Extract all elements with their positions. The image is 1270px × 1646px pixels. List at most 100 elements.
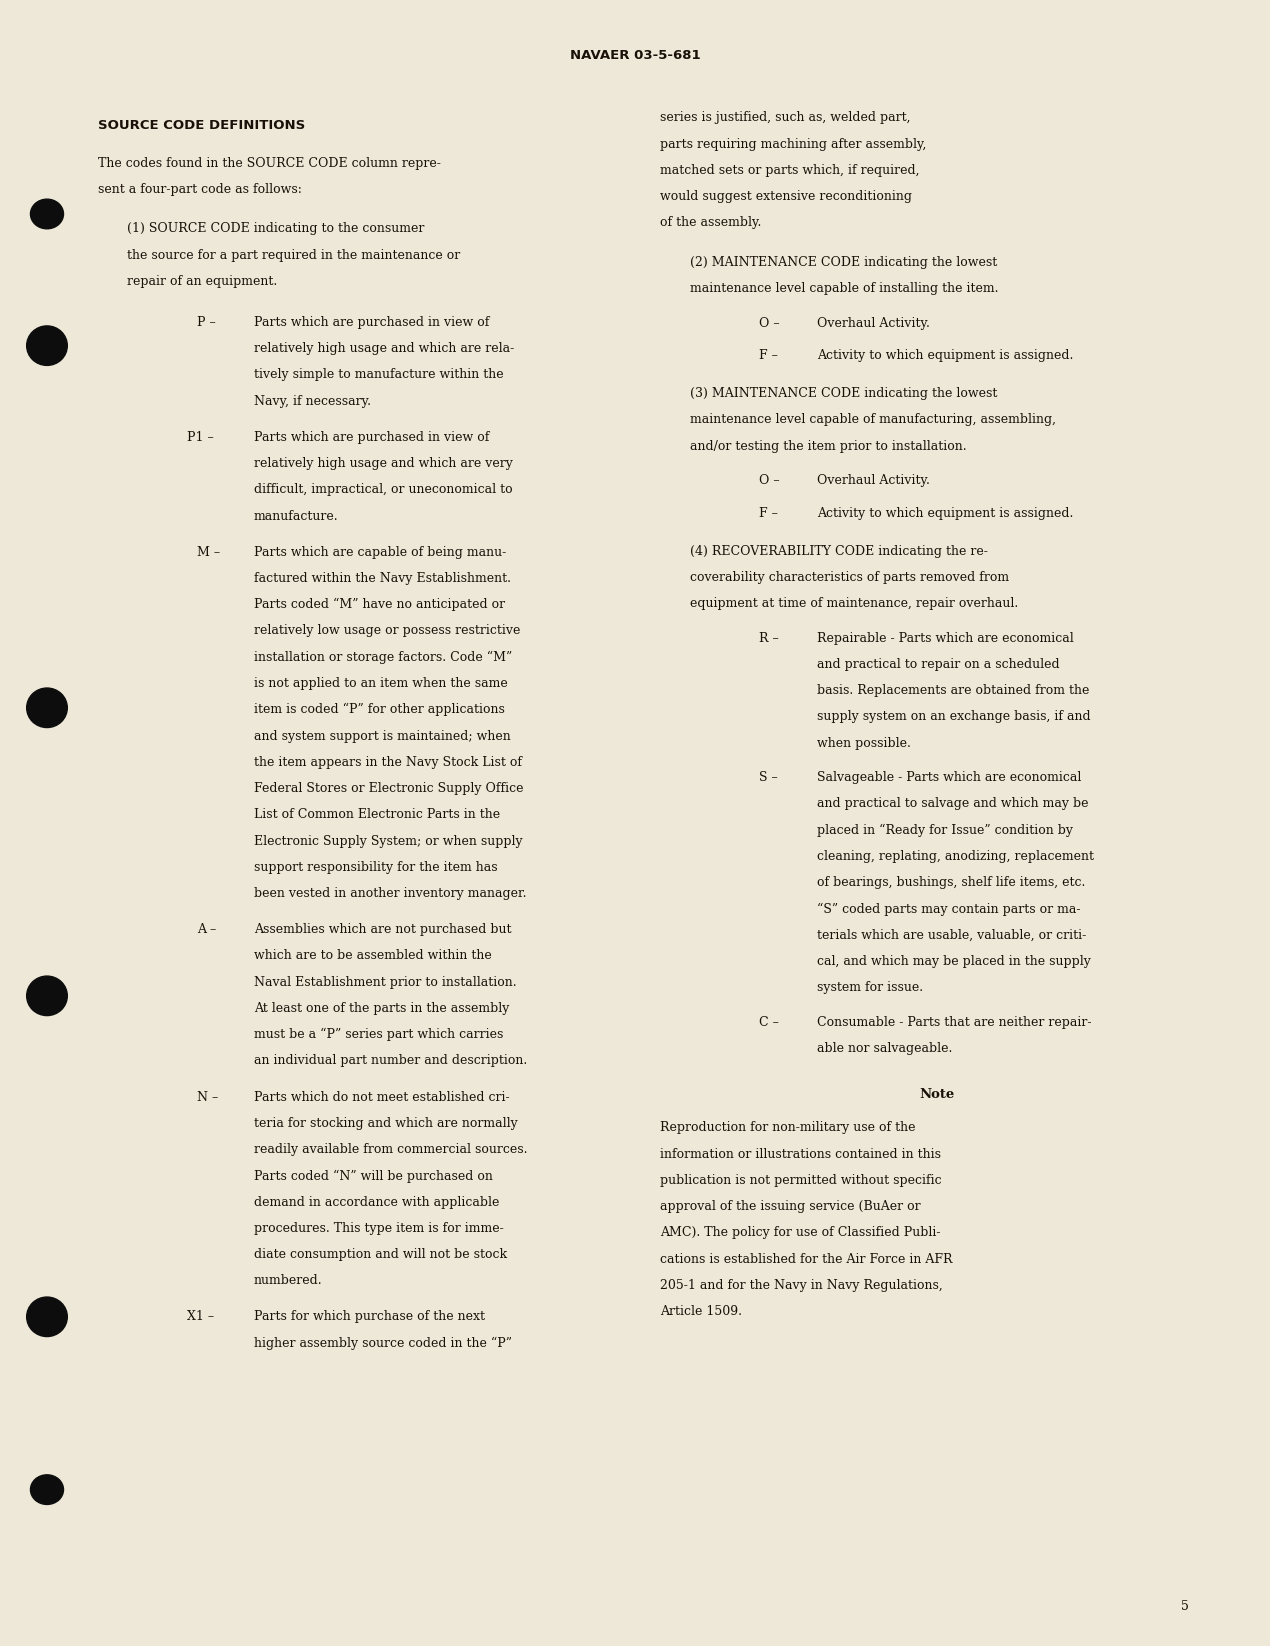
- Text: manufacture.: manufacture.: [254, 510, 339, 522]
- Text: (3) MAINTENANCE CODE indicating the lowest: (3) MAINTENANCE CODE indicating the lowe…: [690, 387, 997, 400]
- Text: maintenance level capable of manufacturing, assembling,: maintenance level capable of manufacturi…: [690, 413, 1055, 426]
- Text: Parts coded “M” have no anticipated or: Parts coded “M” have no anticipated or: [254, 597, 505, 611]
- Text: Parts for which purchase of the next: Parts for which purchase of the next: [254, 1310, 485, 1323]
- Text: the item appears in the Navy Stock List of: the item appears in the Navy Stock List …: [254, 756, 522, 769]
- Text: List of Common Electronic Parts in the: List of Common Electronic Parts in the: [254, 808, 500, 821]
- Text: when possible.: when possible.: [817, 737, 911, 749]
- Text: and/or testing the item prior to installation.: and/or testing the item prior to install…: [690, 439, 966, 453]
- Text: series is justified, such as, welded part,: series is justified, such as, welded par…: [660, 112, 911, 125]
- Text: Assemblies which are not purchased but: Assemblies which are not purchased but: [254, 923, 512, 937]
- Text: information or illustrations contained in this: information or illustrations contained i…: [660, 1147, 941, 1160]
- Text: P –: P –: [197, 316, 216, 329]
- Text: 5: 5: [1181, 1600, 1189, 1613]
- Text: (4) RECOVERABILITY CODE indicating the re-: (4) RECOVERABILITY CODE indicating the r…: [690, 545, 988, 558]
- Text: of the assembly.: of the assembly.: [660, 216, 762, 229]
- Text: parts requiring machining after assembly,: parts requiring machining after assembly…: [660, 138, 927, 150]
- Text: “S” coded parts may contain parts or ma-: “S” coded parts may contain parts or ma-: [817, 902, 1080, 915]
- Text: readily available from commercial sources.: readily available from commercial source…: [254, 1142, 527, 1155]
- Text: Overhaul Activity.: Overhaul Activity.: [817, 474, 930, 487]
- Text: item is coded “P” for other applications: item is coded “P” for other applications: [254, 703, 505, 716]
- Text: O –: O –: [759, 474, 780, 487]
- Text: Parts which do not meet established cri-: Parts which do not meet established cri-: [254, 1091, 509, 1103]
- Text: matched sets or parts which, if required,: matched sets or parts which, if required…: [660, 165, 919, 176]
- Text: would suggest extensive reconditioning: would suggest extensive reconditioning: [660, 191, 912, 202]
- Text: numbered.: numbered.: [254, 1274, 323, 1287]
- Text: Consumable - Parts that are neither repair-: Consumable - Parts that are neither repa…: [817, 1016, 1091, 1029]
- Text: maintenance level capable of installing the item.: maintenance level capable of installing …: [690, 281, 998, 295]
- Text: procedures. This type item is for imme-: procedures. This type item is for imme-: [254, 1221, 504, 1234]
- Text: Federal Stores or Electronic Supply Office: Federal Stores or Electronic Supply Offi…: [254, 782, 523, 795]
- Text: Overhaul Activity.: Overhaul Activity.: [817, 316, 930, 329]
- Text: At least one of the parts in the assembly: At least one of the parts in the assembl…: [254, 1002, 509, 1016]
- Text: R –: R –: [759, 632, 780, 645]
- Text: tively simple to manufacture within the: tively simple to manufacture within the: [254, 369, 504, 382]
- Text: supply system on an exchange basis, if and: supply system on an exchange basis, if a…: [817, 711, 1090, 724]
- Text: is not applied to an item when the same: is not applied to an item when the same: [254, 677, 508, 690]
- Text: publication is not permitted without specific: publication is not permitted without spe…: [660, 1174, 942, 1187]
- Text: sent a four-part code as follows:: sent a four-part code as follows:: [98, 183, 302, 196]
- Text: AMC). The policy for use of Classified Publi-: AMC). The policy for use of Classified P…: [660, 1226, 941, 1239]
- Text: must be a “P” series part which carries: must be a “P” series part which carries: [254, 1029, 503, 1042]
- Text: Article 1509.: Article 1509.: [660, 1305, 743, 1318]
- Ellipse shape: [30, 1475, 64, 1504]
- Text: and practical to repair on a scheduled: and practical to repair on a scheduled: [817, 658, 1059, 672]
- Ellipse shape: [27, 1297, 67, 1337]
- Text: higher assembly source coded in the “P”: higher assembly source coded in the “P”: [254, 1337, 512, 1350]
- Text: cal, and which may be placed in the supply: cal, and which may be placed in the supp…: [817, 955, 1091, 968]
- Text: relatively high usage and which are very: relatively high usage and which are very: [254, 458, 513, 471]
- Text: Note: Note: [919, 1088, 954, 1101]
- Text: the source for a part required in the maintenance or: the source for a part required in the ma…: [127, 249, 460, 262]
- Text: and practical to salvage and which may be: and practical to salvage and which may b…: [817, 798, 1088, 810]
- Text: 205-1 and for the Navy in Navy Regulations,: 205-1 and for the Navy in Navy Regulatio…: [660, 1279, 944, 1292]
- Text: F –: F –: [759, 507, 779, 520]
- Text: terials which are usable, valuable, or criti-: terials which are usable, valuable, or c…: [817, 928, 1086, 942]
- Text: of bearings, bushings, shelf life items, etc.: of bearings, bushings, shelf life items,…: [817, 876, 1085, 889]
- Text: Reproduction for non-military use of the: Reproduction for non-military use of the: [660, 1121, 916, 1134]
- Text: installation or storage factors. Code “M”: installation or storage factors. Code “M…: [254, 650, 512, 663]
- Text: M –: M –: [197, 546, 220, 558]
- Text: Salvageable - Parts which are economical: Salvageable - Parts which are economical: [817, 772, 1081, 783]
- Text: N –: N –: [197, 1091, 218, 1103]
- Text: Naval Establishment prior to installation.: Naval Establishment prior to installatio…: [254, 976, 517, 989]
- Text: which are to be assembled within the: which are to be assembled within the: [254, 950, 491, 963]
- Text: Activity to which equipment is assigned.: Activity to which equipment is assigned.: [817, 349, 1073, 362]
- Text: cleaning, replating, anodizing, replacement: cleaning, replating, anodizing, replacem…: [817, 849, 1093, 863]
- Text: Activity to which equipment is assigned.: Activity to which equipment is assigned.: [817, 507, 1073, 520]
- Text: Parts which are purchased in view of: Parts which are purchased in view of: [254, 316, 489, 329]
- Text: and system support is maintained; when: and system support is maintained; when: [254, 729, 511, 742]
- Text: Parts coded “N” will be purchased on: Parts coded “N” will be purchased on: [254, 1169, 493, 1182]
- Text: basis. Replacements are obtained from the: basis. Replacements are obtained from th…: [817, 685, 1088, 698]
- Text: approval of the issuing service (BuAer or: approval of the issuing service (BuAer o…: [660, 1200, 921, 1213]
- Text: SOURCE CODE DEFINITIONS: SOURCE CODE DEFINITIONS: [98, 119, 305, 132]
- Text: Parts which are capable of being manu-: Parts which are capable of being manu-: [254, 546, 507, 558]
- Text: demand in accordance with applicable: demand in accordance with applicable: [254, 1195, 499, 1208]
- Text: (2) MAINTENANCE CODE indicating the lowest: (2) MAINTENANCE CODE indicating the lowe…: [690, 255, 997, 268]
- Text: The codes found in the SOURCE CODE column repre-: The codes found in the SOURCE CODE colum…: [98, 156, 441, 170]
- Text: A –: A –: [197, 923, 216, 937]
- Text: Parts which are purchased in view of: Parts which are purchased in view of: [254, 431, 489, 444]
- Text: an individual part number and description.: an individual part number and descriptio…: [254, 1055, 527, 1067]
- Text: support responsibility for the item has: support responsibility for the item has: [254, 861, 498, 874]
- Text: NAVAER 03-5-681: NAVAER 03-5-681: [570, 49, 700, 63]
- Text: factured within the Navy Establishment.: factured within the Navy Establishment.: [254, 573, 511, 584]
- Ellipse shape: [27, 976, 67, 1016]
- Text: X1 –: X1 –: [187, 1310, 213, 1323]
- Text: cations is established for the Air Force in AFR: cations is established for the Air Force…: [660, 1253, 952, 1266]
- Text: Repairable - Parts which are economical: Repairable - Parts which are economical: [817, 632, 1073, 645]
- Text: system for issue.: system for issue.: [817, 981, 923, 994]
- Text: P1 –: P1 –: [187, 431, 213, 444]
- Text: O –: O –: [759, 316, 780, 329]
- Ellipse shape: [27, 688, 67, 728]
- Text: placed in “Ready for Issue” condition by: placed in “Ready for Issue” condition by: [817, 823, 1073, 836]
- Text: been vested in another inventory manager.: been vested in another inventory manager…: [254, 887, 527, 900]
- Text: S –: S –: [759, 772, 779, 783]
- Ellipse shape: [27, 326, 67, 365]
- Text: diate consumption and will not be stock: diate consumption and will not be stock: [254, 1248, 507, 1261]
- Text: repair of an equipment.: repair of an equipment.: [127, 275, 277, 288]
- Text: C –: C –: [759, 1016, 780, 1029]
- Text: coverability characteristics of parts removed from: coverability characteristics of parts re…: [690, 571, 1008, 584]
- Text: Navy, if necessary.: Navy, if necessary.: [254, 395, 371, 408]
- Text: relatively low usage or possess restrictive: relatively low usage or possess restrict…: [254, 624, 521, 637]
- Text: (1) SOURCE CODE indicating to the consumer: (1) SOURCE CODE indicating to the consum…: [127, 222, 424, 235]
- Text: able nor salvageable.: able nor salvageable.: [817, 1042, 952, 1055]
